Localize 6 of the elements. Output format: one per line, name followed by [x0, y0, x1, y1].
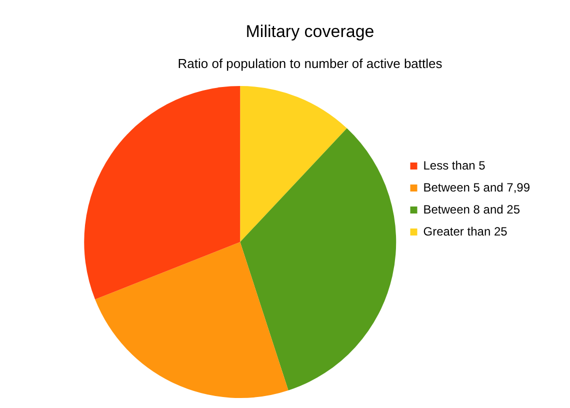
legend-label: Between 5 and 7,99 [423, 180, 530, 194]
legend-label: Between 8 and 25 [423, 202, 520, 216]
chart-subtitle: Ratio of population to number of active battles [178, 56, 443, 71]
chart-title: Military coverage [246, 22, 374, 41]
legend-label: Less than 5 [423, 158, 486, 172]
legend-label: Greater than 25 [423, 224, 508, 238]
